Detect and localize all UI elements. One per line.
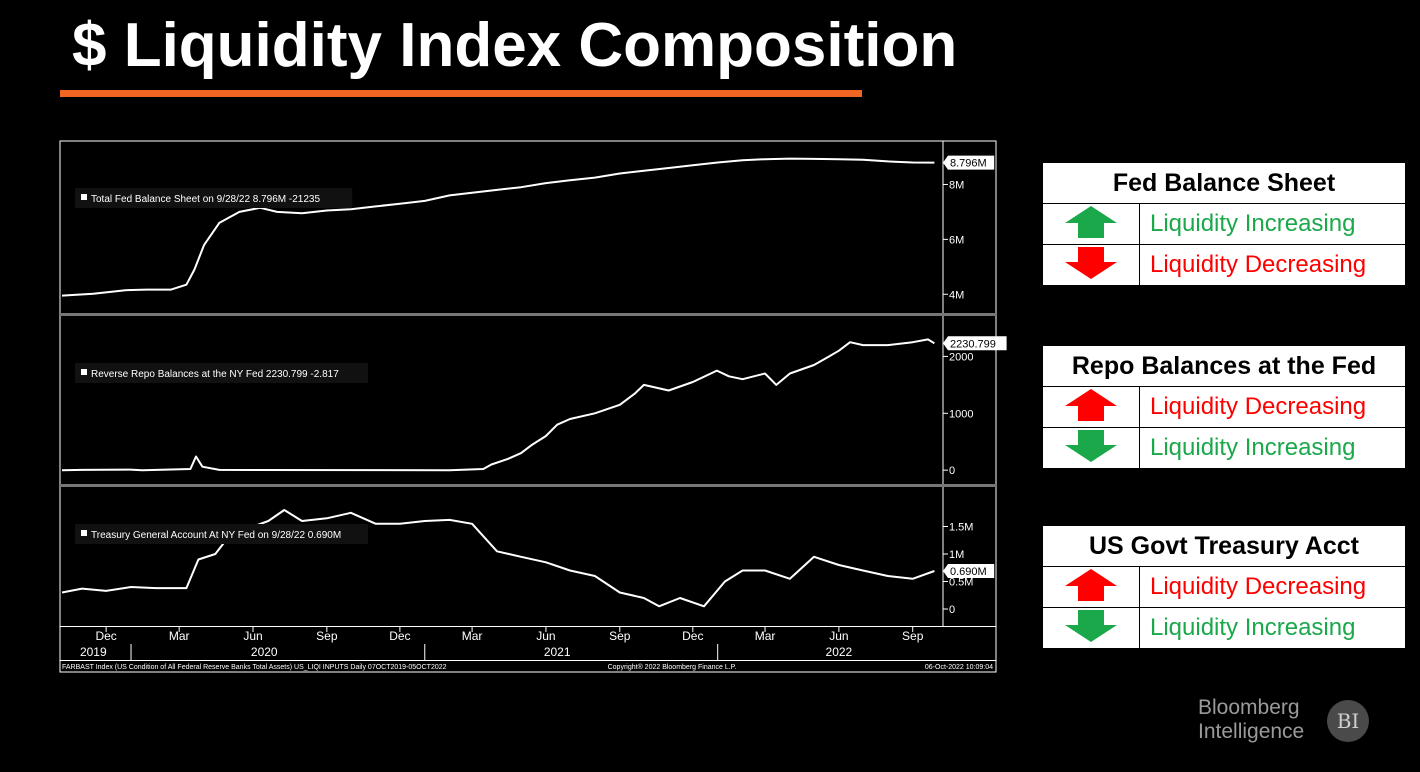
y-tick-label: 0.5M [949, 577, 973, 589]
footer-copyright-text: Copyright® 2022 Bloomberg Finance L.P. [608, 663, 737, 671]
y-tick-label: 2000 [949, 351, 973, 363]
x-tick-label: Jun [829, 629, 848, 643]
footer-timestamp-text: 06-Oct-2022 10:09:04 [925, 664, 993, 671]
x-year-label: 2022 [826, 645, 853, 659]
logo-line-2: Intelligence [1198, 720, 1305, 743]
fed-balance-sheet-legend: Fed Balance Sheet Liquidity Increasing L… [1042, 162, 1406, 286]
footer-source-text: FARBAST Index (US Condition of All Feder… [62, 664, 447, 671]
y-tick-label: 8M [949, 179, 964, 191]
y-tick-label: 1000 [949, 408, 973, 420]
x-year-label: 2019 [80, 645, 107, 659]
x-tick-label: Mar [462, 629, 483, 643]
legend-text: Liquidity Increasing [1139, 203, 1406, 245]
chart-frame [59, 140, 997, 673]
y-tick-label: 1.5M [949, 522, 973, 534]
x-year-label: 2021 [544, 645, 571, 659]
x-tick-label: Jun [536, 629, 555, 643]
x-tick-label: Dec [95, 629, 116, 643]
title-underline [60, 90, 862, 97]
y-tick-label: 0 [949, 604, 955, 616]
last-value-label: 0.690M [950, 566, 987, 578]
y-tick-label: 6M [949, 234, 964, 246]
legend-title: US Govt Treasury Acct [1042, 525, 1406, 567]
reverse-repo-series-line [61, 338, 935, 472]
treasury-account-legend: US Govt Treasury Acct Liquidity Decreasi… [1042, 525, 1406, 649]
series-legend-text: Treasury General Account At NY Fed on 9/… [91, 530, 341, 541]
arrow-cell [1042, 566, 1140, 608]
arrow-cell [1042, 244, 1140, 286]
down-arrow-icon [1065, 246, 1117, 279]
series-legend-text: Reverse Repo Balances at the NY Fed 2230… [91, 369, 339, 380]
y-tick-label: 4M [949, 289, 964, 301]
bi-badge-icon: BI [1327, 700, 1369, 742]
legend-text: Liquidity Decreasing [1139, 566, 1406, 608]
x-tick-label: Mar [755, 629, 776, 643]
last-value-label: 8.796M [950, 158, 987, 170]
arrow-cell [1042, 427, 1140, 469]
down-arrow-icon [1065, 609, 1117, 642]
x-tick-label: Dec [682, 629, 703, 643]
series-legend-text: Total Fed Balance Sheet on 9/28/22 8.796… [91, 194, 320, 205]
arrow-cell [1042, 607, 1140, 649]
series-legend-box [75, 524, 368, 544]
up-arrow-icon [1065, 205, 1117, 238]
series-legend-swatch [81, 369, 87, 375]
up-arrow-icon [1065, 568, 1117, 601]
x-tick-label: Mar [169, 629, 190, 643]
series-legend-box [75, 188, 353, 208]
arrow-cell [1042, 386, 1140, 428]
treasury-general-account-series-line [61, 509, 935, 608]
up-arrow-icon [1065, 388, 1117, 421]
x-tick-label: Sep [902, 629, 924, 643]
last-value-tag [943, 155, 995, 170]
arrow-cell [1042, 203, 1140, 245]
legend-text: Liquidity Decreasing [1139, 244, 1406, 286]
last-value-tag [943, 564, 995, 579]
last-value-tag [943, 336, 1007, 351]
legend-text: Liquidity Increasing [1139, 427, 1406, 469]
series-legend-swatch [81, 194, 87, 200]
x-tick-label: Jun [243, 629, 262, 643]
legend-text: Liquidity Decreasing [1139, 386, 1406, 428]
x-year-label: 2020 [251, 645, 278, 659]
series-legend-box [75, 363, 368, 383]
logo-line-1: Bloomberg [1198, 696, 1300, 719]
bloomberg-intelligence-logo: Bloomberg Intelligence [1198, 696, 1304, 744]
y-tick-label: 1M [949, 549, 964, 561]
page-title: $ Liquidity Index Composition [72, 11, 958, 80]
last-value-label: 2230.799 [950, 338, 996, 350]
legend-title: Fed Balance Sheet [1042, 162, 1406, 204]
legend-text: Liquidity Increasing [1139, 607, 1406, 649]
y-tick-label: 0 [949, 465, 955, 477]
down-arrow-icon [1065, 429, 1117, 462]
x-tick-label: Dec [389, 629, 410, 643]
x-tick-label: Sep [609, 629, 631, 643]
series-legend-swatch [81, 530, 87, 536]
repo-balances-legend: Repo Balances at the Fed Liquidity Decre… [1042, 345, 1406, 469]
legend-title: Repo Balances at the Fed [1042, 345, 1406, 387]
x-tick-label: Sep [316, 629, 338, 643]
fed-balance-sheet-series-line [61, 157, 935, 297]
